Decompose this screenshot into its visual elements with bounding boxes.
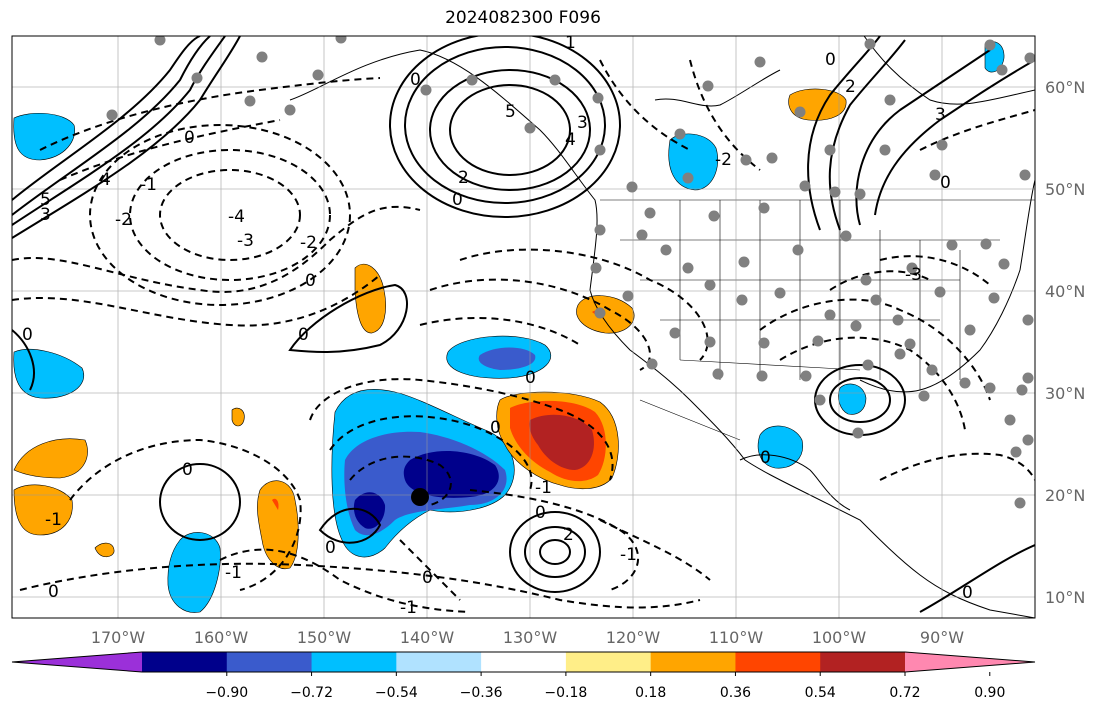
contour-label: 0 [535,503,546,523]
contour-label: 0 [182,460,193,480]
map-background [12,36,1035,618]
colorbar-tick-label: −0.90 [205,685,248,701]
contour-label: 0 [48,582,59,602]
colorbar-tick-label: −0.36 [460,685,503,701]
contour-label: 4 [565,130,576,150]
lat-label: 60°N [1045,78,1085,97]
storm-center-marker [411,488,429,506]
contour-label: 0 [962,583,973,603]
lon-label: 90°W [920,628,964,647]
colorbar-segment [396,652,482,672]
longitude-labels: 170°W 160°W 150°W 140°W 130°W 120°W 110°… [91,628,964,647]
lon-label: 160°W [194,628,249,647]
contour-label: 0 [760,448,771,468]
colorbar-tick-label: 0.36 [720,685,751,701]
contour-label: 0 [422,568,433,588]
lon-label: 150°W [297,628,352,647]
contour-label: -4 [228,207,245,227]
colorbar-segment [142,652,228,672]
colorbar-segment [565,652,652,672]
lon-label: 120°W [606,628,661,647]
contour-labels: 5 4 3 2 1 0 0 5 3 4 -4 -3 -2 0 0 -2 -1 0… [22,33,973,618]
contour-label: 0 [184,128,195,148]
lat-label: 10°N [1045,588,1085,607]
colorbar-outline [11,651,1036,673]
contour-label: 5 [40,190,51,210]
map-title: 2024082300 F096 [445,8,601,28]
colorbar-tick-label: −0.72 [290,685,333,701]
contour-label: 0 [305,271,316,291]
contour-label: 5 [505,102,516,122]
contour-label: 2 [563,525,574,545]
station-dots [106,36,1035,509]
colorbar-extend-high [905,652,1035,672]
contour-label: 3 [40,205,51,225]
lat-label: 40°N [1045,282,1085,301]
lat-label: 50°N [1045,180,1085,199]
colorbar: −0.90 −0.72 −0.54 −0.36 −0.18 0.18 0.36 0.54 0.7… [11,651,1036,701]
colorbar-segment [311,652,397,672]
contour-label: 0 [525,368,536,388]
map-frame [11,35,1036,619]
map-content: 5 4 3 2 1 0 0 5 3 4 -4 -3 -2 0 0 -2 -1 0… [12,33,1035,618]
contour-label: 2 [458,168,469,188]
contour-label: -2 [715,150,732,170]
contour-label: 1 [565,33,576,53]
lon-label: 140°W [400,628,455,647]
contour-label: -1 [45,510,62,530]
lat-label: 30°N [1045,384,1085,403]
contour-label: -1 [620,545,637,565]
latitude-labels: 60°N 50°N 40°N 30°N 20°N 10°N [1045,78,1085,607]
colorbar-segment [650,652,736,672]
contour-label: 0 [325,538,336,558]
colorbar-tick-label: −0.54 [375,685,418,701]
contour-label: 0 [410,70,421,90]
contour-label: 0 [940,173,951,193]
political-borders [600,199,1035,441]
contour-label: -2 [115,210,132,230]
contour-label: 0 [22,325,33,345]
contour-label: -1 [225,563,242,583]
contour-label: 2 [845,77,856,97]
contour-label: 3 [935,105,946,125]
lon-label: 170°W [91,628,146,647]
contour-label: 0 [490,418,501,438]
contour-label: 4 [100,170,111,190]
contour-label: 0 [825,50,836,70]
colorbar-tick-label: 0.18 [635,685,666,701]
negative-contours [12,59,1035,613]
colorbar-tick-label: 0.54 [805,685,836,701]
colorbar-tick-label: 0.72 [889,685,920,701]
lon-label: 100°W [812,628,867,647]
contour-label: 0 [298,325,309,345]
lon-label: 130°W [503,628,558,647]
contour-label: 0 [452,190,463,210]
contour-label: -1 [400,598,417,618]
colorbar-segment [481,652,567,672]
positive-contours [12,36,1035,613]
coastlines [289,36,1035,618]
colorbar-segment [820,652,906,672]
colorbar-segment [735,652,821,672]
colorbar-tick-label: −0.18 [544,685,587,701]
contour-label: 3 [577,113,588,133]
contour-label: -1 [140,175,157,195]
colorbar-extend-low [12,652,142,672]
colorbar-tick-label: 0.90 [974,685,1005,701]
contour-label: -3 [905,265,922,285]
contour-label: -2 [300,233,317,253]
lon-label: 110°W [709,628,764,647]
contour-label: -1 [535,478,552,498]
lat-label: 20°N [1045,486,1085,505]
contour-label: -3 [237,231,254,251]
colorbar-segment [226,652,313,672]
